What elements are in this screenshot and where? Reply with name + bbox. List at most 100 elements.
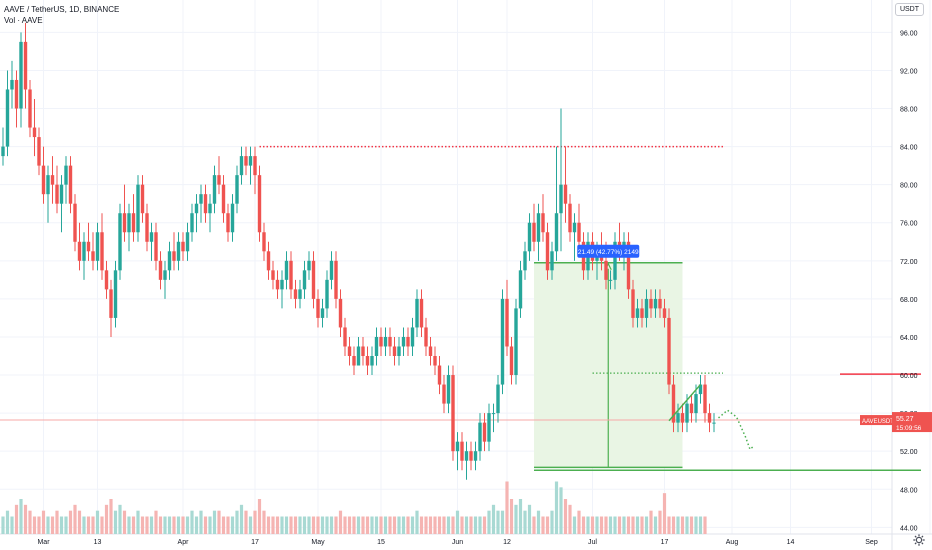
volume-bar	[550, 510, 554, 534]
volume-bar	[667, 516, 671, 534]
candle-body	[302, 270, 307, 290]
candle-body	[379, 336, 383, 347]
candle-body	[419, 298, 424, 328]
candle-body	[253, 156, 257, 176]
volume-bar	[338, 510, 343, 534]
candle-body	[109, 289, 113, 318]
gear-icon[interactable]	[912, 533, 926, 547]
candle-body	[712, 422, 716, 424]
volume-bar	[176, 516, 181, 534]
volume-bar	[172, 516, 176, 534]
x-tick-label: Apr	[178, 539, 190, 546]
candle-body	[262, 232, 266, 252]
volume-bar	[95, 510, 100, 534]
y-tick-label: 96.00	[900, 30, 918, 37]
candle-body	[352, 356, 356, 366]
price-tag-countdown: 15:09:56	[896, 425, 922, 432]
volume-bar	[374, 516, 379, 534]
volume-bar	[622, 516, 626, 534]
candle-body	[163, 270, 167, 280]
volume-bar	[68, 510, 73, 534]
volume-bar	[271, 516, 275, 534]
measure-label-text: 21.49 (42.77%) 2149	[578, 249, 639, 256]
volume-bar	[685, 516, 689, 534]
volume-bar	[145, 516, 149, 534]
candle-body	[689, 403, 694, 414]
candle-body	[392, 346, 397, 356]
volume-bar	[392, 516, 397, 534]
volume-bar	[302, 516, 307, 534]
candle-body	[136, 184, 140, 233]
y-tick-label: 52.00	[900, 449, 918, 456]
candle-body	[212, 175, 217, 204]
volume-bar	[181, 516, 185, 534]
volume-bar	[482, 516, 487, 534]
candle-body	[289, 260, 293, 290]
candle-body	[442, 384, 446, 404]
volume-bar	[455, 510, 460, 534]
candle-body	[68, 165, 73, 204]
candle-body	[5, 89, 10, 147]
volume-bar	[563, 499, 568, 534]
volume-bar	[257, 499, 262, 534]
candle-body	[19, 41, 23, 109]
volume-bar	[361, 516, 365, 534]
volume-bar	[73, 504, 77, 534]
volume-bar	[559, 487, 563, 534]
volume-bar	[226, 516, 230, 534]
candle-body	[487, 413, 491, 442]
volume-bar	[428, 516, 433, 534]
chart-legend: AAVE / TetherUS, 1D, BINANCE Vol · AAVE	[4, 4, 119, 26]
x-tick-label: Jun	[452, 539, 463, 546]
candle-body	[50, 175, 55, 185]
volume-bar	[28, 510, 32, 534]
currency-unit-button[interactable]: USDT	[894, 3, 924, 16]
volume-bar	[356, 516, 361, 534]
volume-bar	[572, 516, 577, 534]
volume-bar	[500, 510, 505, 534]
x-tick-label: 12	[503, 539, 511, 546]
candle-body	[244, 156, 248, 166]
candle-body	[703, 384, 707, 414]
volume-bar	[298, 516, 302, 534]
candle-body	[568, 203, 572, 233]
y-tick-label: 84.00	[900, 145, 918, 152]
volume-bar	[154, 510, 158, 534]
candle-body	[167, 251, 172, 271]
candle-body	[311, 260, 316, 299]
x-tick-label: 15	[377, 539, 385, 546]
volume-bar	[190, 510, 194, 534]
y-tick-label: 64.00	[900, 335, 918, 342]
volume-bar	[284, 516, 289, 534]
volume-bar	[280, 516, 284, 534]
volume-bar	[649, 510, 653, 534]
volume-bar	[113, 510, 118, 534]
volume-bar	[419, 516, 424, 534]
volume-bar	[397, 516, 401, 534]
candle-body	[41, 165, 46, 195]
y-tick-label: 76.00	[900, 221, 918, 228]
volume-bar	[104, 504, 109, 534]
candle-body	[248, 156, 253, 166]
volume-bar	[388, 516, 392, 534]
candle-body	[77, 241, 82, 261]
volume-bar	[32, 516, 37, 534]
volume-bar	[50, 516, 55, 534]
candle-body	[361, 346, 365, 356]
volume-bar	[77, 510, 82, 534]
candle-body	[658, 298, 662, 309]
candle-body	[131, 213, 136, 233]
volume-bar	[329, 516, 334, 534]
volume-bar	[320, 516, 325, 534]
candle-body	[608, 279, 613, 281]
volume-bar	[442, 516, 446, 534]
candle-body	[437, 365, 442, 385]
volume-bar	[289, 516, 293, 534]
candle-body	[145, 213, 149, 242]
volume-bar	[514, 504, 518, 534]
candle-body	[374, 336, 379, 356]
volume-bar	[82, 516, 86, 534]
candle-body	[680, 413, 685, 423]
volume-bar	[266, 516, 271, 534]
